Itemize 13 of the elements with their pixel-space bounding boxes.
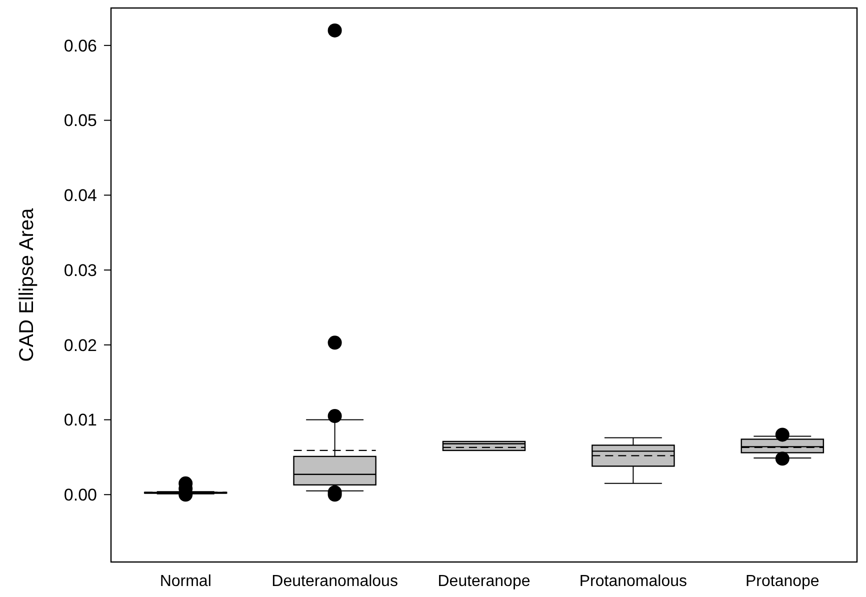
x-tick-label: Protanomalous: [579, 573, 688, 590]
x-tick-label: Protanope: [745, 573, 820, 590]
x-tick-label: Normal: [160, 573, 212, 590]
y-tick-label: 0.05: [64, 111, 97, 130]
y-tick-label: 0.03: [64, 260, 97, 280]
y-tick-label: 0.04: [64, 186, 97, 206]
y-tick-label: 0.00: [64, 486, 97, 505]
y-tick-label: 0.06: [64, 36, 97, 56]
x-tick-label: Deuteranomalous: [272, 573, 398, 590]
x-tick-label: Deuteranope: [438, 573, 530, 590]
y-tick-label: 0.01: [64, 410, 97, 430]
y-tick-label: 0.02: [64, 336, 97, 355]
y-axis-title: CAD Ellipse Area: [16, 207, 38, 362]
